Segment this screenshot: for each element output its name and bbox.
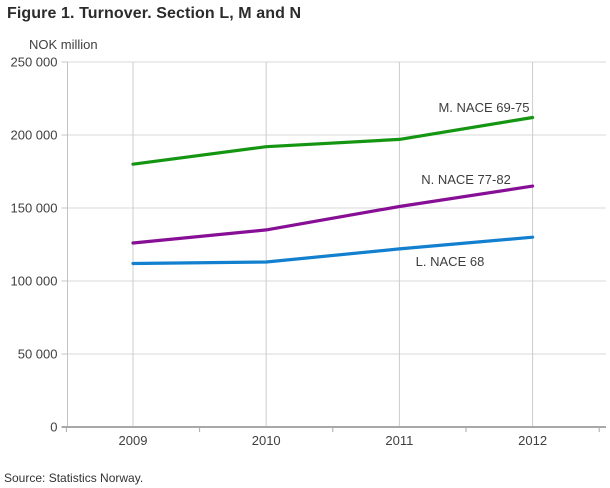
y-tick-label: 150 000 (11, 201, 58, 216)
series-line (131, 184, 535, 245)
series-label: M. NACE 69-75 (438, 100, 529, 115)
line-chart-plot-area: 0 50 000 100 000 150 000 200 000 250 000 2009 2… (11, 55, 606, 448)
series-line (131, 115, 535, 166)
series-label: N. NACE 77-82 (421, 172, 511, 187)
y-axis-unit-label: NOK million (29, 37, 98, 52)
y-tick-label: 250 000 (11, 55, 58, 70)
y-tick-label: 100 000 (11, 274, 58, 289)
x-tick-label: 2010 (252, 433, 281, 448)
y-tick-label: 200 000 (11, 128, 58, 143)
chart-title: Figure 1. Turnover. Section L, M and N (7, 5, 302, 22)
x-tick-label: 2011 (385, 433, 413, 448)
x-tick-label: 2009 (119, 433, 148, 448)
source-note: Source: Statistics Norway. (4, 471, 144, 485)
series-line (131, 235, 535, 266)
series-label: L. NACE 68 (416, 254, 485, 269)
y-tick-label: 50 000 (18, 347, 58, 362)
x-tick-label: 2012 (518, 433, 547, 448)
y-tick-label: 0 (50, 420, 57, 435)
